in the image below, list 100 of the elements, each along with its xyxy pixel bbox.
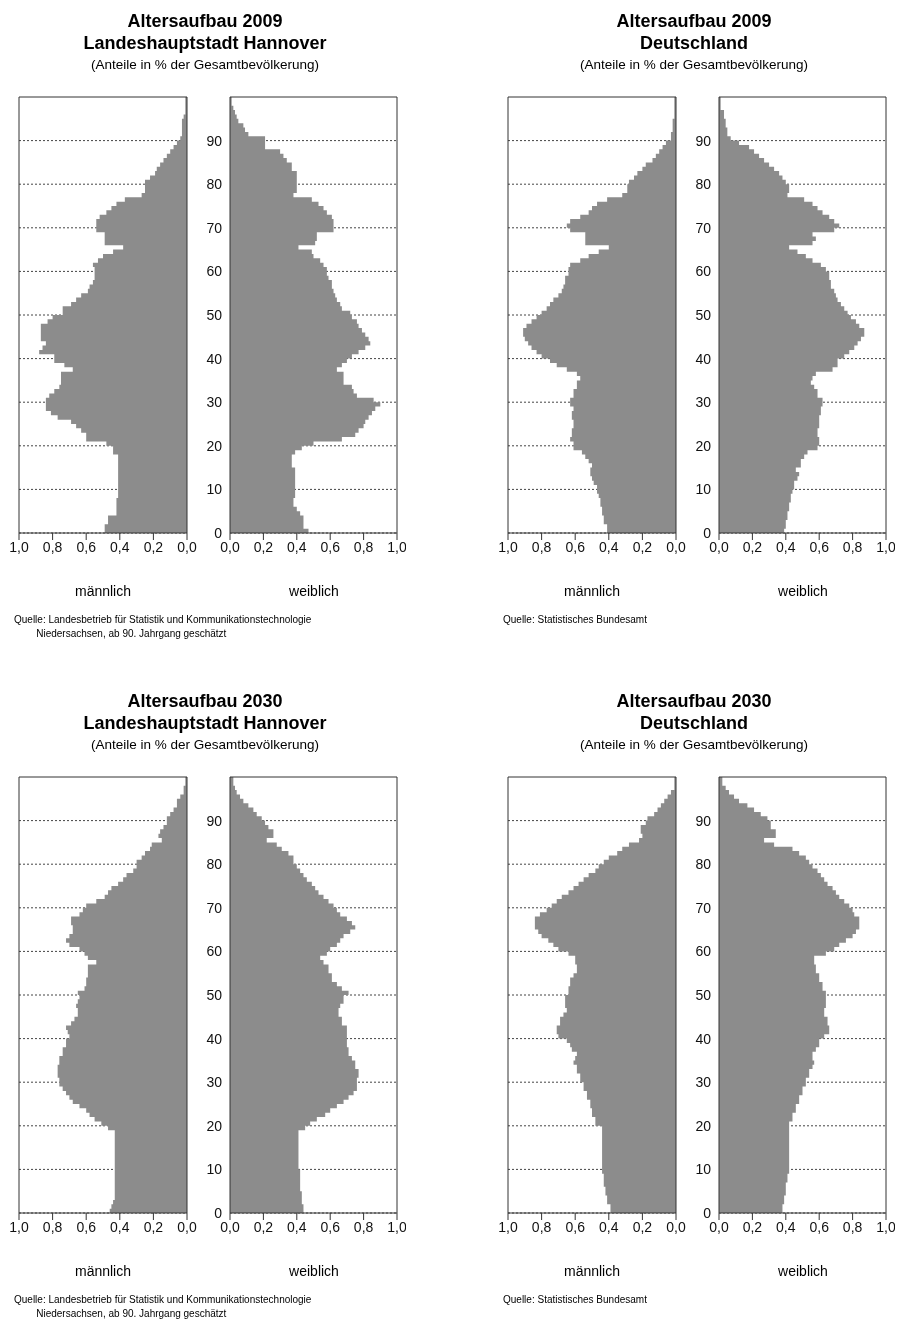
x-tick-label: 0,8 [531, 1218, 552, 1235]
x-tick-label: 0,2 [143, 538, 164, 555]
y-tick-label: 10 [695, 1161, 712, 1178]
y-tick-label: 0 [214, 1204, 223, 1221]
x-tick-label: 1,0 [9, 1218, 29, 1235]
x-tick-label: 0,4 [287, 1218, 307, 1235]
x-tick-label: 0,8 [353, 538, 374, 555]
y-tick-label: 80 [206, 856, 223, 873]
x-axis-title: männlich [563, 583, 621, 599]
x-tick-label: 0,6 [76, 538, 97, 555]
chart-title: Altersaufbau 2030 Deutschland [615, 690, 773, 734]
y-tick-label: 50 [206, 306, 223, 323]
source-note: Quelle: Statistisches Bundesamt [503, 1293, 647, 1307]
x-tick-label: 1,0 [876, 538, 896, 555]
y-tick-label: 40 [695, 350, 712, 367]
x-axis-title: weiblich [777, 583, 829, 599]
x-axis-title: weiblich [777, 1263, 829, 1279]
y-tick-label: 0 [214, 524, 223, 541]
y-tick-label: 50 [695, 306, 712, 323]
x-tick-label: 0,4 [287, 538, 307, 555]
x-tick-label: 1,0 [387, 538, 407, 555]
x-tick-label: 0,6 [565, 538, 586, 555]
x-tick-label: 0,0 [220, 538, 240, 555]
y-tick-label: 30 [206, 394, 223, 411]
y-tick-label: 30 [206, 1074, 223, 1091]
x-tick-label: 0,6 [320, 1218, 341, 1235]
y-tick-label: 90 [695, 812, 712, 829]
x-tick-label: 1,0 [498, 1218, 518, 1235]
x-tick-label: 0,0 [220, 1218, 240, 1235]
y-tick-label: 30 [695, 1074, 712, 1091]
y-tick-label: 20 [695, 437, 712, 454]
x-tick-label: 0,4 [599, 1218, 619, 1235]
y-tick-label: 70 [206, 219, 223, 236]
x-tick-label: 0,8 [353, 1218, 374, 1235]
x-tick-label: 0,0 [709, 538, 729, 555]
chart-title: Altersaufbau 2030 Landeshauptstadt Hannover [82, 690, 328, 734]
chart-subtitle: (Anteile in % der Gesamtbevölkerung) [578, 57, 810, 72]
x-tick-label: 0,4 [110, 538, 130, 555]
y-tick-label: 30 [695, 394, 712, 411]
x-axis-title: weiblich [288, 583, 340, 599]
x-tick-label: 0,2 [742, 1218, 763, 1235]
y-tick-label: 50 [206, 986, 223, 1003]
x-tick-label: 0,8 [42, 1218, 63, 1235]
x-tick-label: 0,8 [842, 538, 863, 555]
y-tick-label: 80 [695, 176, 712, 193]
chart-subtitle: (Anteile in % der Gesamtbevölkerung) [89, 57, 321, 72]
x-tick-label: 0,6 [809, 1218, 830, 1235]
x-tick-label: 1,0 [387, 1218, 407, 1235]
x-tick-label: 0,8 [531, 538, 552, 555]
y-tick-label: 0 [703, 524, 712, 541]
y-tick-label: 70 [695, 899, 712, 916]
y-tick-label: 40 [695, 1030, 712, 1047]
x-tick-label: 0,6 [565, 1218, 586, 1235]
x-tick-label: 0,6 [320, 538, 341, 555]
x-tick-label: 1,0 [9, 538, 29, 555]
x-axis-title: männlich [563, 1263, 621, 1279]
y-tick-label: 10 [206, 1161, 223, 1178]
x-axis-title: männlich [74, 1263, 132, 1279]
x-tick-label: 0,2 [253, 1218, 274, 1235]
source-note: Quelle: Statistisches Bundesamt [503, 613, 647, 627]
chart-title: Altersaufbau 2009 Landeshauptstadt Hannover [82, 10, 328, 54]
y-tick-label: 80 [695, 856, 712, 873]
x-tick-label: 1,0 [498, 538, 518, 555]
y-tick-label: 60 [695, 943, 712, 960]
y-tick-label: 40 [206, 1030, 223, 1047]
x-tick-label: 1,0 [876, 1218, 896, 1235]
y-tick-label: 50 [695, 986, 712, 1003]
x-tick-label: 0,0 [177, 1218, 197, 1235]
y-tick-label: 20 [695, 1117, 712, 1134]
source-note: Quelle: Landesbetrieb für Statistik und Kommunikationstechnologie Niedersachsen, ab 90. Jahrgang geschätzt [14, 1293, 312, 1321]
y-tick-label: 70 [206, 899, 223, 916]
y-tick-label: 60 [206, 263, 223, 280]
x-tick-label: 0,2 [742, 538, 763, 555]
x-axis-title: männlich [74, 583, 132, 599]
chart-subtitle: (Anteile in % der Gesamtbevölkerung) [578, 737, 810, 752]
y-tick-label: 60 [206, 943, 223, 960]
x-tick-label: 0,2 [253, 538, 274, 555]
y-tick-label: 70 [695, 219, 712, 236]
y-tick-label: 20 [206, 437, 223, 454]
x-tick-label: 0,0 [666, 538, 686, 555]
x-tick-label: 0,6 [809, 538, 830, 555]
y-tick-label: 90 [206, 812, 223, 829]
x-tick-label: 0,2 [143, 1218, 164, 1235]
y-tick-label: 20 [206, 1117, 223, 1134]
y-tick-label: 40 [206, 350, 223, 367]
source-note: Quelle: Landesbetrieb für Statistik und Kommunikationstechnologie Niedersachsen, ab 90. Jahrgang geschätzt [14, 613, 312, 641]
x-tick-label: 0,6 [76, 1218, 97, 1235]
x-tick-label: 0,0 [666, 1218, 686, 1235]
x-tick-label: 0,0 [177, 538, 197, 555]
y-tick-label: 60 [695, 263, 712, 280]
x-tick-label: 0,4 [599, 538, 619, 555]
y-tick-label: 10 [695, 481, 712, 498]
y-tick-label: 90 [695, 132, 712, 149]
chart-subtitle: (Anteile in % der Gesamtbevölkerung) [89, 737, 321, 752]
y-tick-label: 0 [703, 1204, 712, 1221]
x-tick-label: 0,8 [42, 538, 63, 555]
y-tick-label: 90 [206, 132, 223, 149]
x-axis-title: weiblich [288, 1263, 340, 1279]
chart-title: Altersaufbau 2009 Deutschland [615, 10, 773, 54]
y-tick-label: 10 [206, 481, 223, 498]
